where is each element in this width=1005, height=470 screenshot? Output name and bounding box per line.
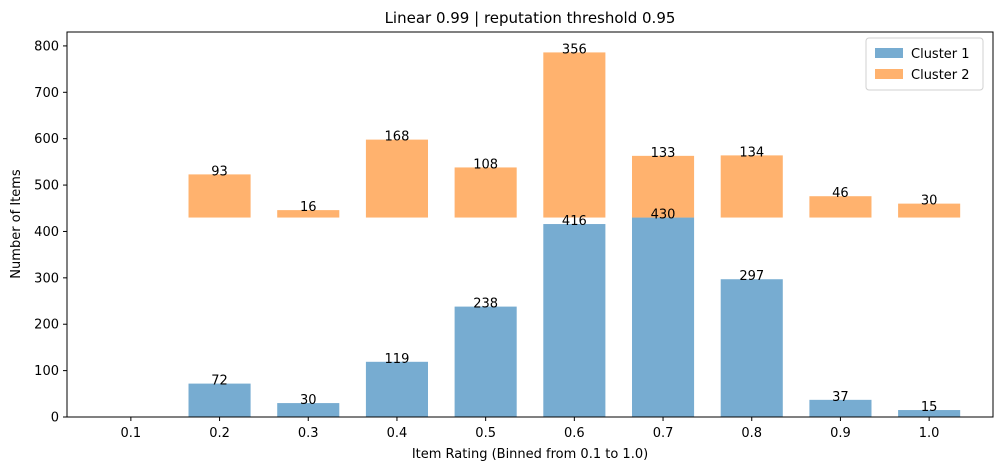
bar-cluster-2-0.6 — [543, 52, 606, 218]
x-tick-label: 0.9 — [830, 426, 851, 441]
data-label-cluster-2-0.4: 168 — [385, 130, 410, 145]
x-tick-label: 0.5 — [475, 426, 496, 441]
y-tick-label: 200 — [34, 318, 59, 333]
data-label-cluster-2-0.9: 46 — [832, 186, 849, 201]
legend: Cluster 1 Cluster 2 — [865, 37, 984, 91]
data-label-cluster-1-0.5: 238 — [473, 297, 498, 312]
y-axis-title: Number of Items — [9, 169, 24, 279]
x-tick-label: 0.7 — [653, 426, 674, 441]
legend-swatch-cluster-2 — [875, 69, 903, 79]
y-tick-label: 0 — [51, 411, 59, 426]
x-tick-label: 0.1 — [121, 426, 142, 441]
data-label-cluster-1-0.6: 416 — [562, 214, 587, 229]
bar-cluster-2-1.0 — [898, 203, 961, 218]
data-label-cluster-2-0.5: 108 — [473, 157, 498, 172]
data-label-cluster-1-0.8: 297 — [739, 269, 764, 284]
data-label-cluster-2-0.6: 356 — [562, 42, 587, 57]
data-label-cluster-2-0.8: 134 — [739, 145, 764, 160]
legend-label-cluster-2: Cluster 2 — [911, 68, 970, 83]
y-tick-label: 800 — [34, 39, 59, 54]
x-tick-label: 0.8 — [741, 426, 762, 441]
data-label-cluster-1-0.7: 430 — [651, 208, 676, 223]
x-tick-label: 0.6 — [564, 426, 585, 441]
bar-cluster-1-0.3 — [277, 403, 340, 417]
bar-cluster-1-0.9 — [809, 399, 872, 417]
data-label-cluster-2-0.2: 93 — [211, 164, 228, 179]
bar-cluster-1-0.6 — [543, 224, 606, 417]
legend-swatch-cluster-1 — [875, 48, 903, 58]
x-axis-title: Item Rating (Binned from 0.1 to 1.0) — [412, 447, 648, 462]
y-tick-label: 700 — [34, 86, 59, 101]
bar-cluster-1-1.0 — [898, 410, 961, 417]
bars-layer — [188, 52, 961, 417]
bar-cluster-2-0.8 — [720, 155, 783, 218]
plot-frame — [66, 31, 994, 418]
y-tick-label: 300 — [34, 271, 59, 286]
legend-label-cluster-1: Cluster 1 — [911, 47, 970, 62]
bar-cluster-2-0.9 — [809, 196, 872, 218]
data-label-cluster-2-0.7: 133 — [651, 146, 676, 161]
bar-cluster-1-0.4 — [365, 361, 428, 417]
y-tick-label: 600 — [34, 132, 59, 147]
x-tick-label: 0.2 — [209, 426, 230, 441]
y-tick-label: 500 — [34, 179, 59, 194]
bar-cluster-2-0.3 — [277, 210, 340, 218]
y-tick-label: 400 — [34, 225, 59, 240]
x-tick-label: 1.0 — [919, 426, 940, 441]
data-label-cluster-1-0.3: 30 — [300, 393, 317, 408]
x-tick-label: 0.3 — [298, 426, 319, 441]
bar-cluster-2-0.2 — [188, 174, 251, 218]
data-label-cluster-1-0.9: 37 — [832, 390, 849, 405]
bar-cluster-2-0.5 — [454, 167, 517, 218]
bar-cluster-2-0.4 — [365, 139, 428, 218]
x-tick-label: 0.4 — [387, 426, 408, 441]
data-label-cluster-2-0.3: 16 — [300, 200, 317, 215]
data-labels-layer: 72 30 119 238 416 430 297 37 15 93 16 168 108 356 133 1… — [211, 42, 937, 415]
chart-title: Linear 0.99 | reputation threshold 0.95 — [385, 9, 676, 27]
bar-cluster-1-0.8 — [720, 279, 783, 417]
data-label-cluster-1-0.2: 72 — [211, 374, 228, 389]
bar-cluster-2-0.7 — [632, 155, 695, 218]
bar-cluster-1-0.2 — [188, 383, 251, 417]
data-label-cluster-1-1.0: 15 — [921, 400, 938, 415]
y-tick-label: 100 — [34, 364, 59, 379]
bar-cluster-1-0.5 — [454, 306, 517, 417]
bar-cluster-1-0.7 — [632, 217, 695, 417]
data-label-cluster-2-1.0: 30 — [921, 194, 938, 209]
axes-layer: 0 100 200 300 400 500 600 700 800 0.1 0.2 0.3 0.4 0.5… — [34, 31, 994, 441]
data-label-cluster-1-0.4: 119 — [385, 352, 410, 367]
